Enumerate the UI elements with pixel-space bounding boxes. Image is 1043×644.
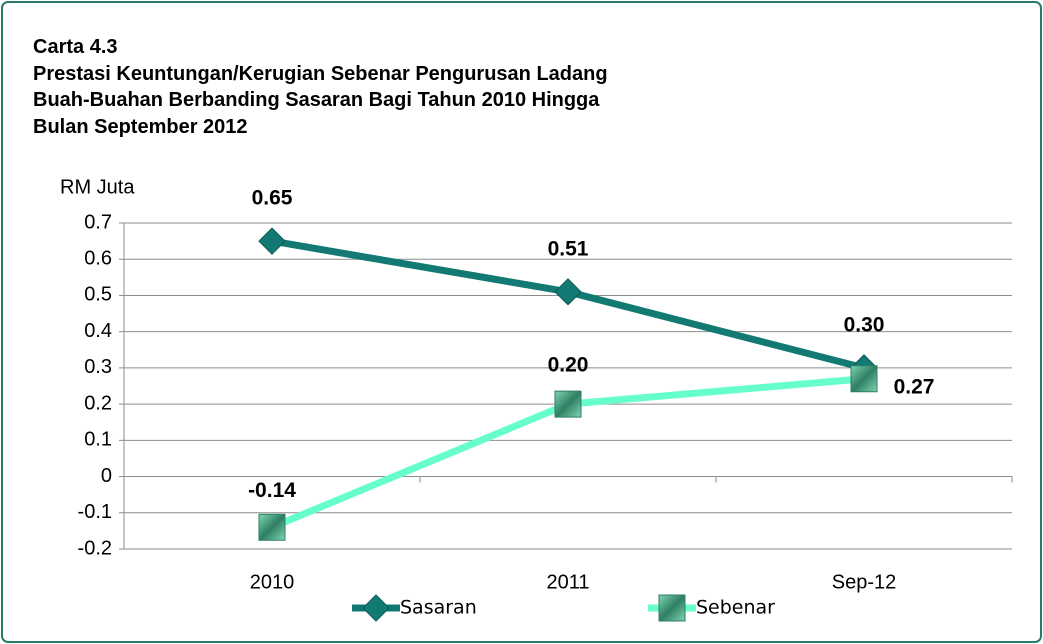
y-tick-label: 0.4 [84, 320, 112, 342]
chart-title: Carta 4.3 [33, 36, 118, 58]
chart-title: Bulan September 2012 [33, 116, 248, 138]
value-label: 0.20 [548, 354, 589, 377]
value-label: 0.51 [548, 237, 589, 260]
legend-label: Sebenar [696, 597, 775, 619]
marker [850, 365, 878, 393]
y-tick-label: 0.5 [84, 284, 112, 306]
y-tick-label: 0.1 [84, 429, 112, 451]
x-tick-label: Sep-12 [832, 571, 897, 593]
marker [258, 513, 286, 541]
y-tick-label: -0.1 [78, 501, 112, 523]
y-axis-label: RM Juta [60, 176, 135, 198]
legend-label: Sasaran [400, 597, 477, 619]
y-tick-label: 0.2 [84, 392, 112, 414]
chart-title: Prestasi Keuntungan/Kerugian Sebenar Pen… [33, 63, 608, 85]
marker [658, 594, 686, 622]
marker [362, 594, 390, 622]
x-tick-label: 2010 [250, 571, 295, 593]
y-tick-label: 0.6 [84, 248, 112, 270]
x-tick-label: 2011 [546, 571, 589, 593]
y-tick-label: 0.7 [84, 211, 112, 233]
value-label: -0.14 [248, 479, 296, 502]
marker [554, 390, 582, 418]
marker [554, 278, 582, 306]
value-label: 0.65 [252, 187, 293, 210]
chart-title: Buah-Buahan Berbanding Sasaran Bagi Tahu… [33, 89, 600, 111]
marker [258, 227, 286, 255]
y-tick-label: -0.2 [78, 537, 112, 559]
y-tick-label: 0 [101, 465, 112, 487]
value-label: 0.30 [844, 313, 885, 336]
value-label: 0.27 [894, 375, 935, 398]
y-tick-label: 0.3 [84, 356, 112, 378]
